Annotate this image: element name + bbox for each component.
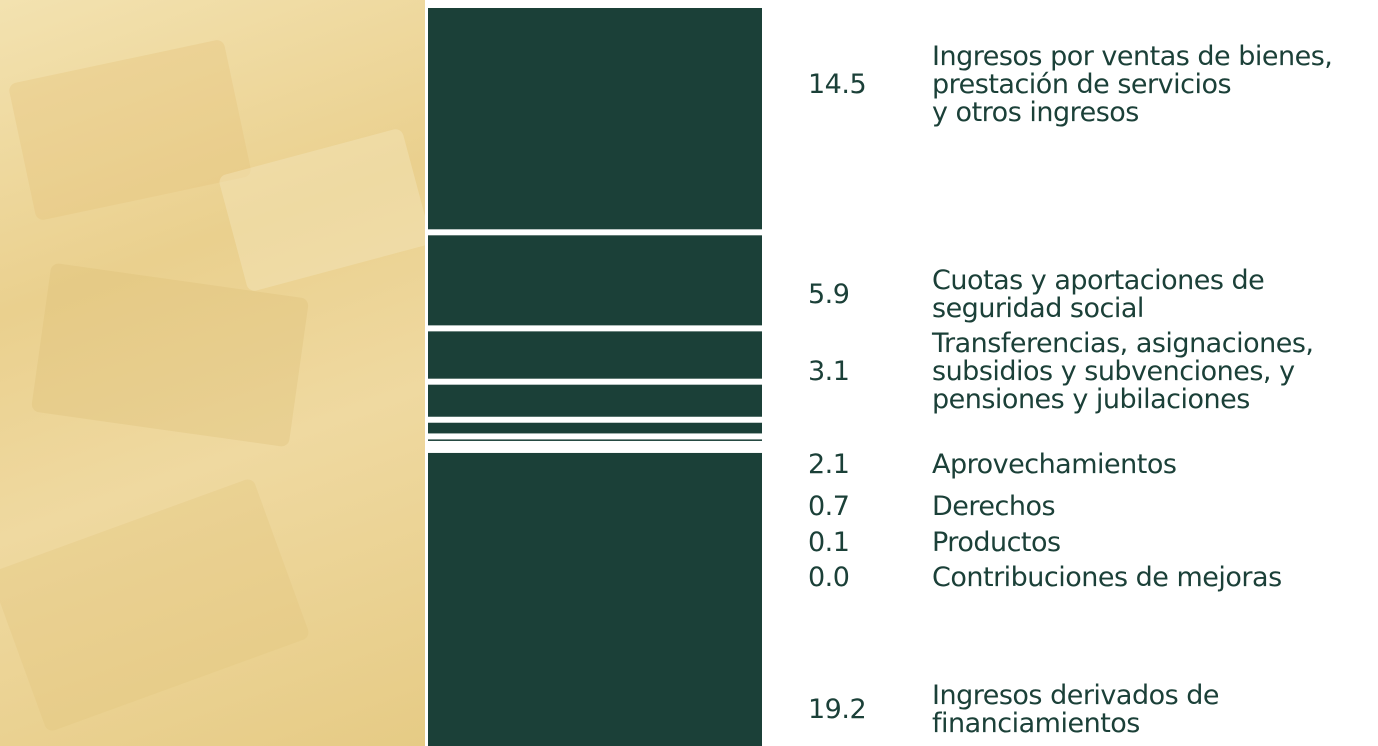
category-label: Cuotas y aportaciones de seguridad socia… bbox=[932, 267, 1264, 323]
category-label: Ingresos por ventas de bienes, prestació… bbox=[932, 43, 1332, 127]
bar-segment bbox=[428, 439, 762, 441]
value-label: 0.0 bbox=[808, 564, 849, 592]
value-label: 14.5 bbox=[808, 71, 866, 99]
value-label: 2.1 bbox=[808, 451, 849, 479]
bar-segment bbox=[428, 423, 762, 434]
value-label: 5.9 bbox=[808, 281, 849, 309]
category-label: Productos bbox=[932, 529, 1061, 557]
bar-segment bbox=[428, 235, 762, 325]
category-label: Derechos bbox=[932, 493, 1055, 521]
value-label: 19.2 bbox=[808, 696, 866, 724]
category-label: Contribuciones de mejoras bbox=[932, 564, 1282, 592]
bar-segment bbox=[428, 8, 762, 229]
bar-segment bbox=[428, 331, 762, 378]
value-label: 3.1 bbox=[808, 358, 849, 386]
page: (() => { const data = JSON.parse(documen… bbox=[0, 0, 1378, 746]
bar-segment bbox=[428, 453, 762, 746]
bar-segment bbox=[428, 385, 762, 417]
value-label: 0.7 bbox=[808, 493, 849, 521]
value-label: 0.1 bbox=[808, 529, 849, 557]
category-label: Ingresos derivados de financiamientos bbox=[932, 682, 1219, 738]
category-label: Transferencias, asignaciones, subsidios … bbox=[932, 330, 1313, 414]
category-label: Aprovechamientos bbox=[932, 451, 1176, 479]
